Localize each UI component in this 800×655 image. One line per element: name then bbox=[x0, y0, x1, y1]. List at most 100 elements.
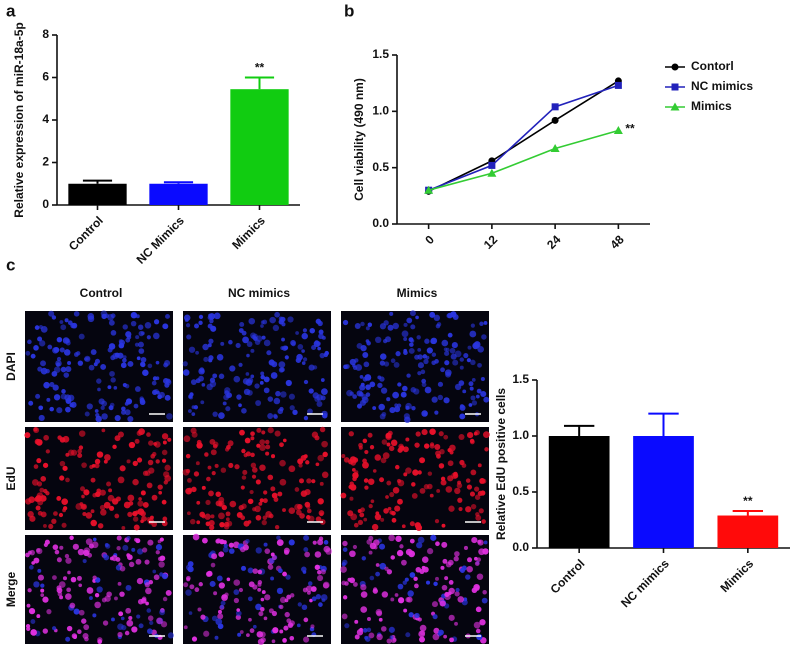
cell bbox=[355, 364, 363, 371]
cell bbox=[245, 372, 250, 376]
cell bbox=[409, 538, 415, 544]
cell bbox=[296, 623, 301, 628]
cell bbox=[97, 523, 104, 529]
cell bbox=[362, 628, 368, 633]
cell bbox=[389, 491, 395, 498]
cell bbox=[255, 514, 262, 521]
cell bbox=[65, 557, 72, 564]
cell bbox=[262, 515, 268, 520]
cell bbox=[128, 615, 133, 621]
cell bbox=[228, 339, 233, 345]
cell bbox=[135, 538, 141, 544]
cell bbox=[133, 524, 140, 531]
cell bbox=[240, 485, 245, 490]
panel-label: b bbox=[344, 1, 354, 20]
cell bbox=[247, 567, 254, 574]
cell bbox=[250, 431, 255, 436]
cell bbox=[88, 543, 94, 549]
cell bbox=[121, 625, 127, 631]
cell bbox=[60, 393, 67, 400]
cell bbox=[386, 569, 393, 575]
cell bbox=[267, 427, 274, 434]
cell bbox=[61, 522, 67, 528]
cell bbox=[311, 596, 317, 602]
cell bbox=[438, 629, 444, 636]
cell bbox=[161, 499, 167, 505]
cell bbox=[250, 374, 255, 379]
cell bbox=[195, 350, 199, 355]
cell bbox=[248, 617, 252, 622]
cell bbox=[53, 511, 58, 516]
cell bbox=[419, 629, 426, 636]
cell bbox=[140, 362, 146, 368]
cell bbox=[272, 627, 279, 634]
cell bbox=[360, 382, 365, 387]
cell bbox=[265, 444, 271, 450]
cell bbox=[441, 339, 449, 347]
cell bbox=[362, 458, 367, 464]
cell bbox=[151, 380, 157, 386]
cell bbox=[263, 376, 270, 383]
cell bbox=[279, 596, 287, 604]
cell bbox=[100, 363, 107, 370]
cell bbox=[400, 391, 407, 398]
cell bbox=[59, 475, 65, 481]
cell bbox=[136, 430, 143, 436]
cell bbox=[152, 389, 158, 396]
cell bbox=[94, 458, 101, 465]
cell bbox=[303, 547, 309, 553]
cell bbox=[482, 589, 487, 595]
cell bbox=[60, 366, 67, 373]
cell bbox=[421, 428, 428, 436]
cell bbox=[310, 624, 315, 629]
cell bbox=[417, 536, 425, 544]
cell bbox=[349, 391, 354, 396]
cell bbox=[366, 627, 372, 633]
column-label: Mimics bbox=[397, 286, 438, 300]
cell bbox=[302, 328, 308, 333]
significance-label: ** bbox=[625, 122, 635, 136]
cell bbox=[459, 567, 466, 573]
cell bbox=[183, 582, 189, 588]
cell bbox=[274, 430, 281, 437]
cell bbox=[446, 313, 452, 319]
cell bbox=[413, 576, 418, 582]
cell bbox=[442, 558, 448, 564]
cell bbox=[307, 581, 313, 586]
cell bbox=[318, 602, 323, 607]
cell bbox=[202, 343, 209, 351]
cell bbox=[62, 465, 68, 471]
cell bbox=[54, 549, 60, 555]
cell bbox=[377, 375, 382, 380]
cell bbox=[29, 565, 34, 570]
cell bbox=[261, 590, 266, 595]
cell bbox=[314, 564, 321, 570]
cell bbox=[365, 326, 370, 331]
cell bbox=[392, 322, 399, 330]
cell bbox=[119, 565, 126, 572]
bar bbox=[717, 515, 779, 548]
cell bbox=[434, 410, 439, 415]
cell bbox=[473, 431, 478, 436]
cell bbox=[69, 602, 76, 609]
cell bbox=[136, 577, 144, 585]
cell bbox=[382, 452, 390, 460]
cell bbox=[302, 570, 307, 574]
cell bbox=[39, 487, 45, 493]
cell bbox=[341, 454, 346, 459]
cell bbox=[28, 550, 32, 555]
cell bbox=[303, 454, 308, 459]
cell bbox=[186, 334, 192, 340]
cell bbox=[209, 438, 216, 445]
cell bbox=[395, 464, 400, 470]
cell bbox=[479, 619, 486, 626]
cell bbox=[257, 587, 262, 592]
cell bbox=[94, 409, 99, 413]
cell bbox=[47, 344, 53, 350]
cell bbox=[241, 475, 247, 480]
cell bbox=[206, 570, 213, 577]
cell bbox=[97, 637, 103, 643]
cell bbox=[191, 486, 197, 493]
cell bbox=[77, 452, 83, 458]
cell bbox=[297, 344, 304, 350]
